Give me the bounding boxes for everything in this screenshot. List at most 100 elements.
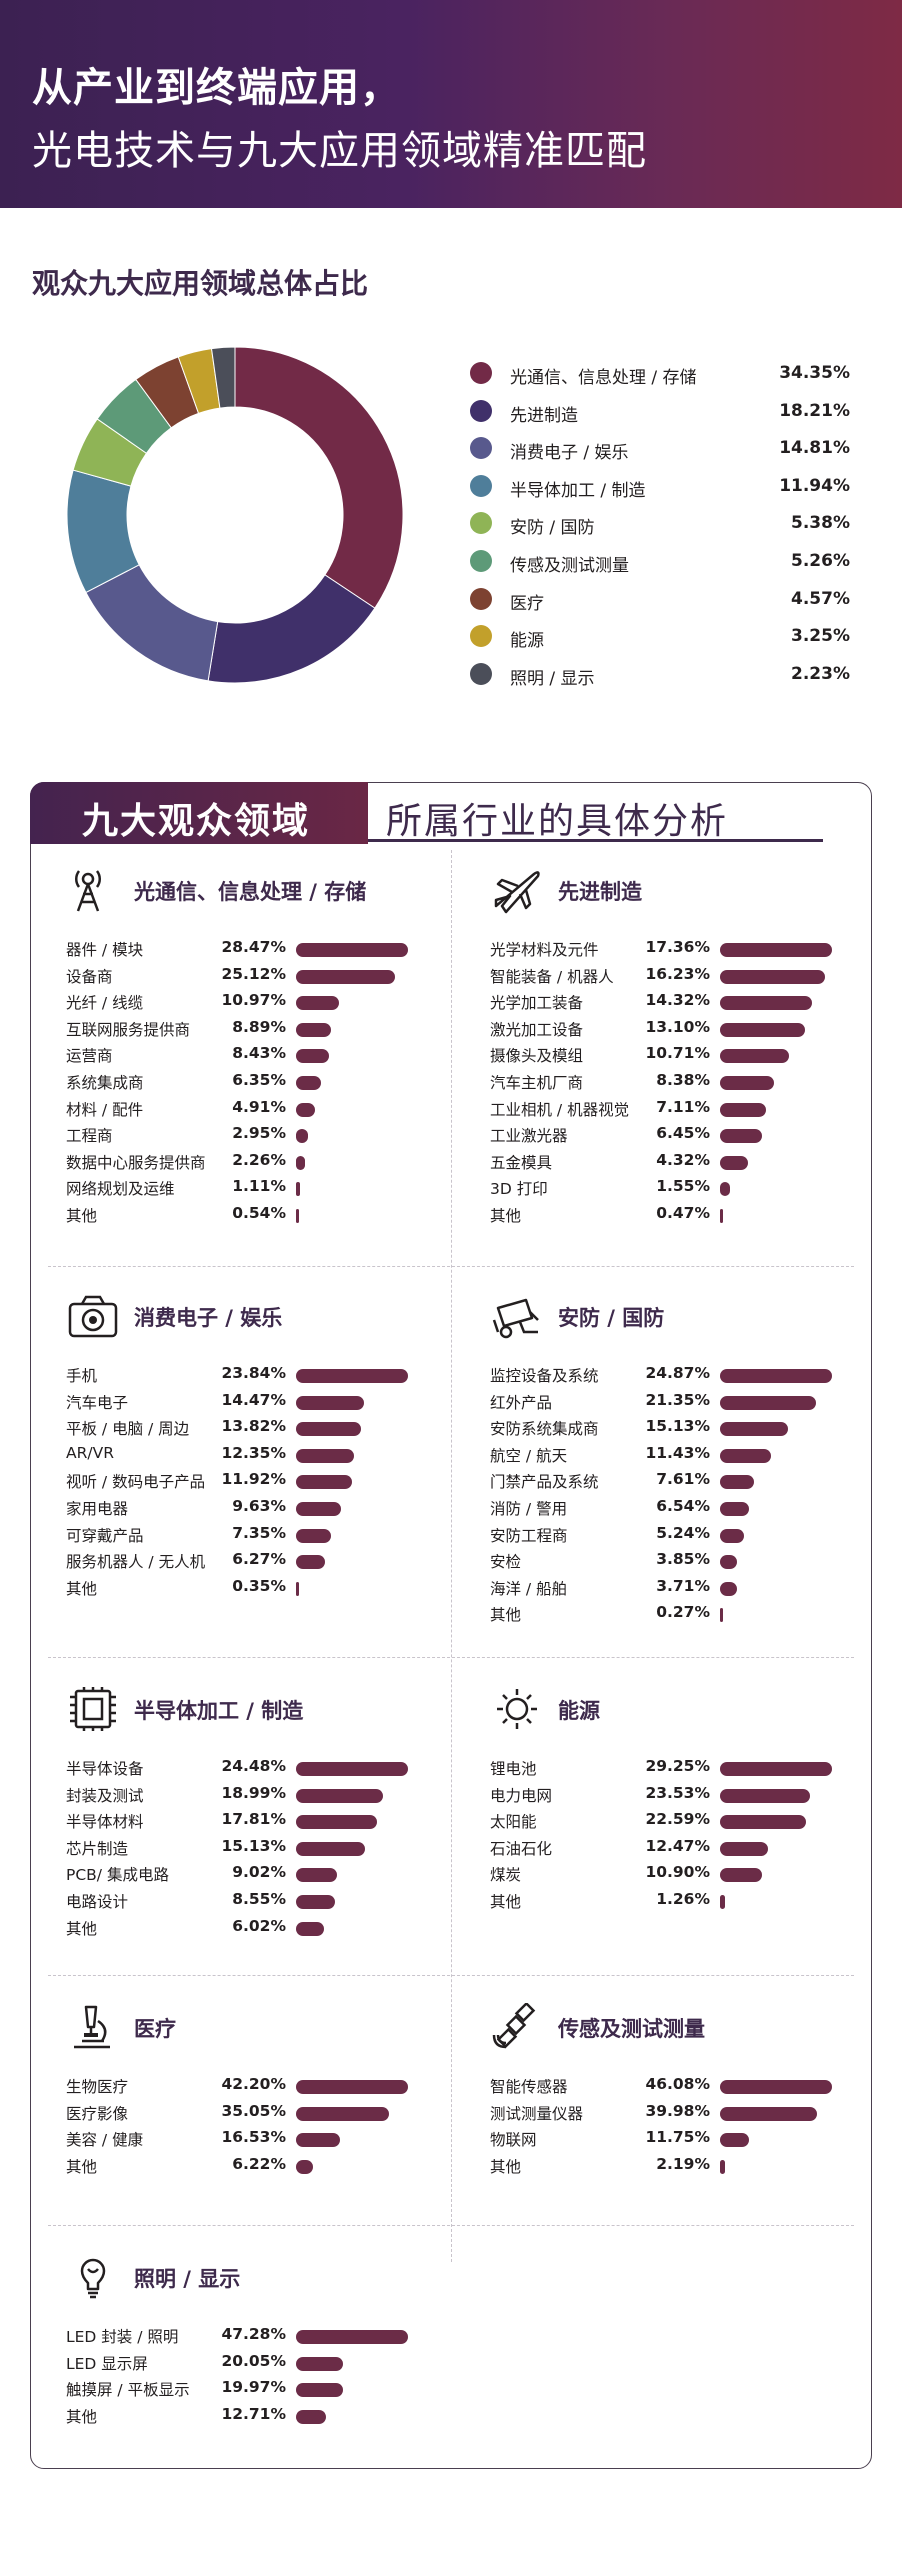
donut-chart-title: 观众九大应用领域总体占比 — [32, 267, 369, 300]
bar-value: 46.08% — [645, 2075, 710, 2093]
legend-swatch — [470, 512, 492, 535]
bar-row: 汽车主机厂商 8.38% — [490, 1069, 870, 1096]
bar — [296, 1395, 364, 1410]
donut-slice — [234, 346, 404, 609]
legend-value: 3.25% — [791, 626, 850, 647]
category-items: 锂电池 29.25% 电力电网 23.53% 太阳能 22.59% 石油石化 12.47% 煤炭… — [490, 1755, 870, 1915]
analysis-panel — [30, 782, 872, 2469]
bar — [720, 1369, 832, 1383]
legend-swatch — [470, 474, 492, 497]
donut-slice — [207, 574, 376, 684]
bar — [720, 1395, 817, 1410]
airplane-icon — [494, 871, 540, 914]
category-items: 手机 23.84% 汽车电子 14.47% 平板 / 电脑 / 周边 13.82% AR/V… — [66, 1362, 446, 1601]
bar-label: LED 显示屏 — [66, 2354, 148, 2373]
legend-item: 光通信、信息处理 / 存储 34.35% — [470, 358, 850, 396]
category-items: 半导体设备 24.48% 封装及测试 18.99% 半导体材料 17.81% 芯片制造 15.… — [66, 1755, 446, 1941]
category-items: 生物医疗 42.20% 医疗影像 35.05% 美容 / 健康 16.53% 其他 6.22% — [66, 2073, 446, 2179]
bar — [296, 1102, 316, 1117]
legend-swatch — [470, 399, 492, 422]
bar — [296, 1208, 299, 1223]
bar-label: 太阳能 — [490, 1813, 537, 1832]
bar — [720, 2159, 726, 2174]
bar-label: 煤炭 — [490, 1866, 522, 1885]
bar-value: 0.54% — [232, 1203, 286, 1222]
bar-label: 材料 / 配件 — [66, 1100, 144, 1119]
header-title-line2: 光电技术与九大应用领域精准匹配 — [32, 128, 647, 174]
bar-row: 其他 1.26% — [490, 1888, 870, 1915]
bar-row: 视听 / 数码电子产品 11.92% — [66, 1468, 446, 1495]
bar-label: PCB/ 集成电路 — [66, 1866, 169, 1885]
bar — [720, 1894, 725, 1909]
bar-row: 互联网服务提供商 8.89% — [66, 1016, 446, 1043]
bar-label: 互联网服务提供商 — [66, 1020, 191, 1039]
bar-row: 生物医疗 42.20% — [66, 2073, 446, 2100]
donut-chart — [66, 346, 404, 684]
bar-label: 摄像头及模组 — [490, 1047, 584, 1066]
bar-label: 五金模具 — [490, 1153, 553, 1172]
bar-row: 五金模具 4.32% — [490, 1149, 870, 1176]
bar-row: 工业相机 / 机器视觉 7.11% — [490, 1096, 870, 1123]
bar-row: 电路设计 8.55% — [66, 1888, 446, 1915]
legend-value: 34.35% — [779, 363, 850, 383]
bar-label: 手机 — [66, 1367, 98, 1385]
bar-label: 其他 — [66, 1579, 98, 1598]
bar-value: 8.43% — [232, 1044, 286, 1063]
bar-row: 手机 23.84% — [66, 1362, 446, 1389]
category-items: LED 封装 / 照明 47.28% LED 显示屏 20.05% 触摸屏 / 平板显示… — [66, 2323, 446, 2429]
bar-label: 红外产品 — [490, 1393, 553, 1412]
bar-row: 器件 / 模块 28.47% — [66, 936, 446, 963]
bar-value: 10.71% — [645, 1044, 710, 1063]
bar-value: 25.12% — [221, 964, 286, 983]
legend-label: 消费电子 / 娱乐 — [510, 443, 629, 464]
bar-label: 网络规划及运维 — [66, 1180, 175, 1199]
bar — [720, 996, 813, 1011]
legend-label: 安防 / 国防 — [510, 518, 595, 539]
bar-label: 其他 — [490, 1892, 522, 1911]
legend-label: 半导体加工 / 制造 — [510, 480, 646, 501]
bar-label: 医疗影像 — [66, 2104, 129, 2123]
bar-value: 24.87% — [645, 1364, 710, 1382]
bar-label: 系统集成商 — [66, 1073, 144, 1092]
bar-row: 3D 打印 1.55% — [490, 1175, 870, 1202]
bar — [720, 1608, 723, 1623]
category-items: 监控设备及系统 24.87% 红外产品 21.35% 安防系统集成商 15.13% 航空 /… — [490, 1362, 870, 1628]
bar — [720, 1422, 789, 1437]
bar-row: 其他 0.47% — [490, 1202, 870, 1229]
bar-value: 12.71% — [221, 2404, 286, 2423]
bar-value: 24.48% — [221, 1757, 286, 1775]
bar-label: 安防系统集成商 — [490, 1420, 599, 1439]
bar — [296, 943, 408, 957]
bar-label: 服务机器人 / 无人机 — [66, 1553, 206, 1572]
bar-row: 石油石化 12.47% — [490, 1835, 870, 1862]
bar — [296, 1581, 299, 1596]
legend-value: 18.21% — [779, 400, 850, 421]
bar-value: 1.26% — [656, 1889, 710, 1908]
donut-legend: 光通信、信息处理 / 存储 34.35% 先进制造 18.21% 消费电子 / 娱乐 14… — [470, 358, 850, 696]
bar-label: 可穿戴产品 — [66, 1526, 144, 1545]
bar-label: 门禁产品及系统 — [490, 1473, 599, 1492]
bar-label: 其他 — [66, 2407, 98, 2426]
bar-value: 29.25% — [645, 1757, 710, 1775]
bar-row: 医疗影像 35.05% — [66, 2100, 446, 2127]
bar — [296, 2409, 327, 2424]
bar — [296, 1868, 338, 1883]
bar-value: 4.91% — [232, 1097, 286, 1116]
bar-value: 7.35% — [232, 1523, 286, 1542]
bar — [720, 1182, 730, 1197]
bar-value: 21.35% — [645, 1390, 710, 1409]
bar-label: 汽车电子 — [66, 1393, 129, 1412]
bar-row: 光学加工装备 14.32% — [490, 989, 870, 1016]
bar-row: 摄像头及模组 10.71% — [490, 1042, 870, 1069]
bar-value: 6.45% — [656, 1124, 710, 1143]
legend-item: 照明 / 显示 2.23% — [470, 659, 850, 697]
bar-value: 15.13% — [645, 1417, 710, 1436]
row-divider-4 — [48, 2225, 854, 2226]
bar-value: 11.92% — [221, 1470, 286, 1489]
bar-row: 运营商 8.43% — [66, 1042, 446, 1069]
legend-swatch — [470, 549, 492, 572]
bar-label: 半导体设备 — [66, 1760, 144, 1778]
bar-row: AR/VR 12.35% — [66, 1442, 446, 1469]
legend-swatch — [470, 587, 492, 610]
bar — [296, 1894, 336, 1909]
